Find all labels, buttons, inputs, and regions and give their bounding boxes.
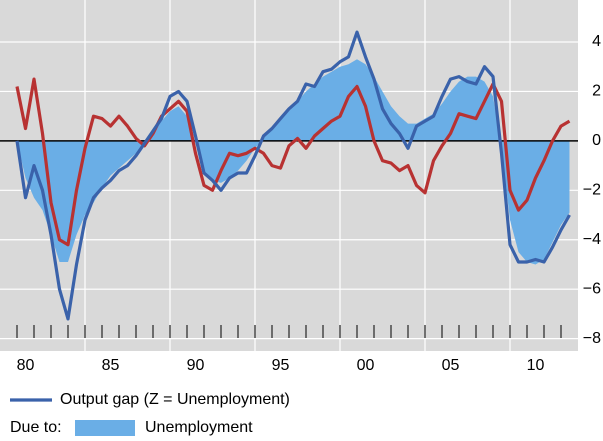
x-tick-label: 90	[187, 357, 205, 374]
legend-label: Unemployment	[145, 419, 253, 436]
area	[17, 59, 570, 265]
y-tick-label: −6	[583, 280, 601, 297]
legend-label: Output gap (Z = Unemployment)	[60, 391, 290, 408]
y-tick-label: 4	[592, 33, 601, 50]
x-tick-label: 10	[527, 357, 545, 374]
y-tick-label: −8	[583, 330, 601, 347]
x-tick-label: 80	[17, 357, 35, 374]
legend-swatch	[75, 420, 135, 436]
legend-prefix: Due to:	[10, 419, 62, 436]
y-tick-label: 2	[592, 83, 601, 100]
x-tick-label: 00	[357, 357, 375, 374]
x-tick-label: 05	[442, 357, 460, 374]
x-tick-label: 95	[272, 357, 290, 374]
x-tick-label: 85	[102, 357, 120, 374]
line	[15, 77, 571, 247]
y-tick-label: 0	[592, 132, 601, 149]
y-tick-label: −2	[583, 182, 601, 199]
line	[15, 30, 571, 321]
y-tick-label: −4	[583, 231, 601, 248]
